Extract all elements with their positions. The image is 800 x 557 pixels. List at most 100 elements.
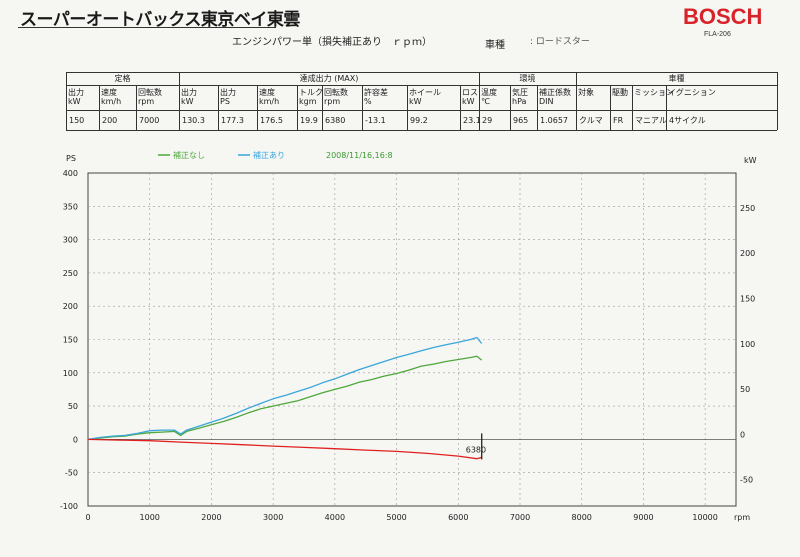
table-divider <box>66 72 67 130</box>
table-cell-value: 6380 <box>325 116 346 125</box>
table-cell-value: FR <box>613 116 624 125</box>
table-group-header: 環境 <box>519 74 536 83</box>
y-tick-label-left: 200 <box>63 302 78 311</box>
y-tick-label-left: -100 <box>60 502 78 511</box>
table-group-header: 達成出力 (MAX) <box>299 74 359 83</box>
table-divider <box>460 85 461 130</box>
x-tick-label: 6000 <box>448 513 468 522</box>
table-divider <box>632 85 633 130</box>
y-tick-label-right: 50 <box>740 385 750 394</box>
table-column-label: イグニション <box>668 88 716 97</box>
table-column-label: 対象 <box>578 88 594 97</box>
table-divider <box>666 85 667 130</box>
table-cell-value: 99.2 <box>410 116 428 125</box>
table-column-label: 気圧 hPa <box>512 88 528 106</box>
x-axis-label: rpm <box>734 513 750 522</box>
x-tick-label: 9000 <box>633 513 653 522</box>
x-tick-label: 3000 <box>263 513 283 522</box>
table-column-label: ロス kW <box>462 88 478 106</box>
chart-timestamp: 2008/11/16,16:8 <box>326 151 393 160</box>
table-cell-value: クルマ <box>579 116 603 125</box>
brand-logo: BOSCH <box>683 4 763 29</box>
y-axis-label-left: PS <box>66 154 76 163</box>
table-cell-value: マニアル <box>635 116 667 125</box>
y-tick-label-left: 300 <box>63 236 78 245</box>
table-column-label: 許容差 % <box>364 88 388 106</box>
table-column-label: ホイール kW <box>409 88 441 106</box>
table-divider <box>576 72 577 130</box>
y-tick-label-left: -50 <box>65 469 78 478</box>
table-cell-value: 176.5 <box>260 116 283 125</box>
table-column-label: 回転数 rpm <box>138 88 162 106</box>
table-cell-value: 1.0657 <box>540 116 568 125</box>
table-group-header: 定格 <box>114 74 131 83</box>
vehicle-value: : ロードスター <box>530 37 590 47</box>
company-underline <box>18 27 276 28</box>
table-column-label: 回転数 rpm <box>324 88 348 106</box>
y-tick-label-right: 0 <box>740 430 745 439</box>
y-tick-label-right: 100 <box>740 340 755 349</box>
power-chart: 0 1000 2000 3000 4000 5000 6000 7000 8000 9000 100… <box>60 150 757 522</box>
table-cell-value: 7000 <box>139 116 160 125</box>
rpm-marker-label: 6380 <box>466 446 486 455</box>
y-tick-label-right: -50 <box>740 476 753 485</box>
table-column-label: 出力 kW <box>181 88 197 106</box>
table-cell-value: 29 <box>482 116 493 125</box>
table-divider <box>297 85 298 130</box>
table-divider <box>136 85 137 130</box>
y-axis-label-right: kW <box>744 156 757 165</box>
table-divider <box>66 85 777 86</box>
table-group-header: 車種 <box>668 74 685 83</box>
table-divider <box>537 85 538 130</box>
x-tick-label: 10000 <box>692 513 717 522</box>
report-title: エンジンパワー単（損失補正あり ｒｐｍ） <box>232 37 432 48</box>
table-column-label: トルク kgm <box>299 88 323 106</box>
table-cell-value: -13.1 <box>365 116 386 125</box>
table-divider <box>362 85 363 130</box>
table-divider <box>218 85 219 130</box>
table-divider <box>257 85 258 130</box>
series-line-1 <box>87 336 483 441</box>
table-column-label: 駆動 <box>612 88 628 97</box>
legend-label: 補正なし <box>173 150 205 160</box>
y-tick-label-right: 250 <box>740 204 755 213</box>
table-column-label: 出力 PS <box>220 88 236 106</box>
series-line-0 <box>87 355 483 441</box>
table-column-label: 速度 km/h <box>259 88 280 106</box>
table-cell-value: 965 <box>513 116 529 125</box>
y-tick-label-right: 200 <box>740 249 755 258</box>
machine-model: FLA-206 <box>704 31 731 38</box>
y-tick-label-left: 150 <box>63 336 78 345</box>
x-tick-label: 5000 <box>386 513 406 522</box>
table-divider <box>479 72 480 130</box>
spec-table: 定格 達成出力 (MAX) 環境 車種出力 kW 150 速度 km/h 200 回転数 rp… <box>66 72 778 131</box>
table-column-label: 温度 ℃ <box>481 88 497 106</box>
x-tick-label: 7000 <box>510 513 530 522</box>
company-name: スーパーオートバックス東京ベイ東雲 <box>20 10 300 30</box>
table-divider <box>66 110 777 111</box>
y-tick-label-left: 100 <box>63 369 78 378</box>
table-cell-value: 150 <box>69 116 85 125</box>
table-column-label: ミッション <box>634 88 674 97</box>
y-tick-label-left: 400 <box>63 169 78 178</box>
y-tick-label-left: 50 <box>68 402 78 411</box>
x-tick-label: 4000 <box>325 513 345 522</box>
y-tick-label-left: 0 <box>73 435 78 444</box>
table-cell-value: 200 <box>102 116 118 125</box>
vehicle-label: 車種 <box>485 40 505 51</box>
series-line-2 <box>87 438 482 460</box>
table-divider <box>510 85 511 130</box>
table-border-top <box>66 72 777 73</box>
x-tick-label: 8000 <box>572 513 592 522</box>
table-divider <box>179 72 180 130</box>
y-tick-label-left: 350 <box>63 202 78 211</box>
table-column-label: 補正係数 DIN <box>539 88 571 106</box>
table-divider <box>322 85 323 130</box>
x-tick-label: 0 <box>85 513 90 522</box>
table-column-label: 速度 km/h <box>101 88 122 106</box>
y-tick-label-left: 250 <box>63 269 78 278</box>
table-divider <box>99 85 100 130</box>
table-column-label: 出力 kW <box>68 88 84 106</box>
table-divider <box>610 85 611 130</box>
